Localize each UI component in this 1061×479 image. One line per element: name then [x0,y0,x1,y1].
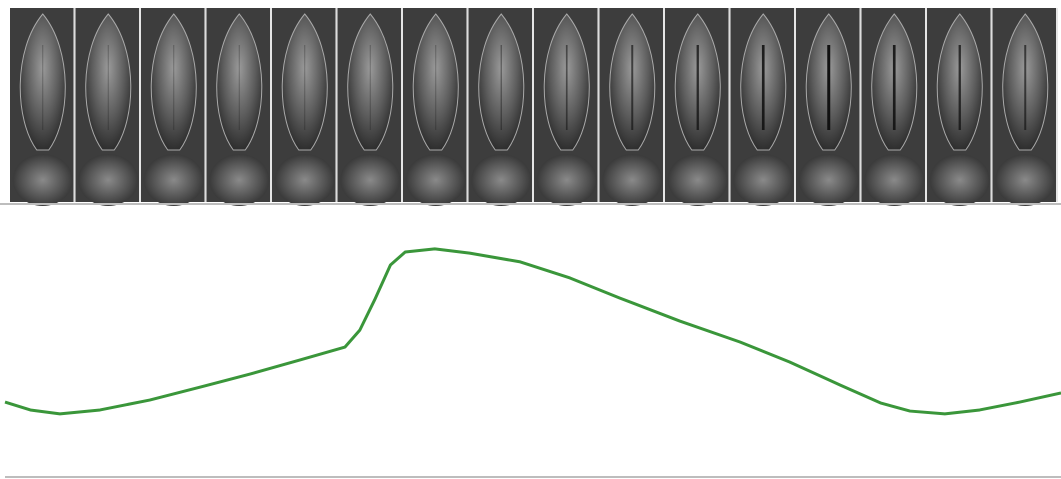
frame [207,8,272,206]
frame [141,8,206,206]
frame-base [275,154,335,206]
frame-base [602,154,662,206]
frame [272,8,337,206]
frame-strip [10,8,1057,206]
chart [0,0,1061,479]
frame-base [864,154,924,206]
frame-base [930,154,990,206]
frame-base [13,154,73,206]
frame-base [406,154,466,206]
frame [993,8,1058,206]
frame [76,8,141,206]
frame [469,8,534,206]
frame [600,8,665,206]
frame [927,8,992,206]
frame-base [668,154,728,206]
frame-base [537,154,597,206]
frame [10,8,75,206]
frame-base [209,154,269,206]
frame [338,8,403,206]
frame [534,8,599,206]
frame-base [340,154,400,206]
page: {"chart_data": {"type": "line", "x": [0,… [0,0,1061,479]
frame-base [799,154,859,206]
frame [796,8,861,206]
frame-base [733,154,793,206]
frame [665,8,730,206]
frame [862,8,927,206]
frame-base [144,154,204,206]
line-series [5,249,1061,414]
frame-base [471,154,531,206]
frame-base [995,154,1055,206]
frame [731,8,796,206]
frame-base [78,154,138,206]
frame [403,8,468,206]
